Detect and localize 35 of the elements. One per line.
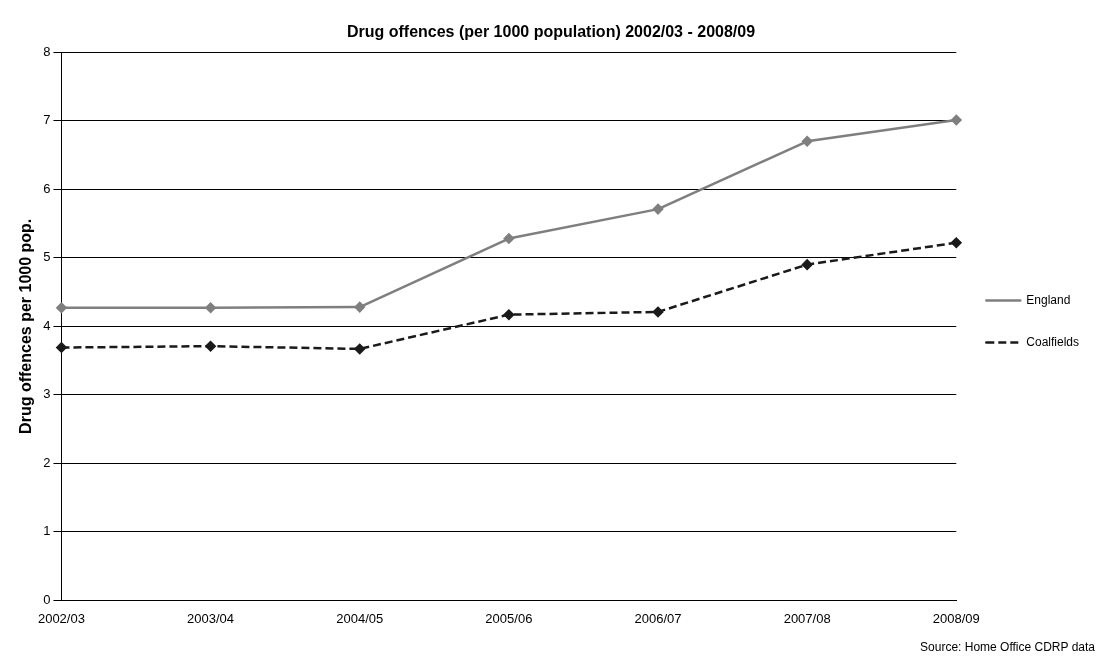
y-tick-label: 6 [43, 180, 51, 196]
point [652, 203, 664, 215]
y-tick-label: 5 [43, 249, 51, 265]
point [354, 343, 365, 355]
x-tick-label: 2004/05 [336, 610, 384, 626]
source-note: Source: Home Office CDRP data [920, 640, 1096, 655]
legend-label: Coalfields [1026, 334, 1080, 349]
y-tick-label: 7 [43, 112, 51, 128]
point [205, 340, 216, 352]
y-tick-label: 1 [43, 523, 51, 539]
point [801, 136, 813, 147]
x-tick-label: 2006/07 [634, 610, 682, 626]
point [951, 114, 962, 126]
y-tick-label: 2 [43, 454, 51, 470]
y-tick-label: 4 [43, 317, 51, 333]
chart-title: Drug offences (per 1000 population) 2002/03 - 2008/09 [346, 23, 756, 41]
x-tick-label: 2003/04 [187, 610, 235, 626]
x-tick-label: 2008/09 [932, 610, 980, 626]
x-tick-label: 2005/06 [485, 610, 533, 626]
point [801, 259, 813, 270]
y-tick-label: 0 [43, 591, 51, 607]
point [503, 309, 515, 320]
point [951, 237, 962, 248]
point [354, 301, 365, 313]
point [503, 233, 515, 244]
y-axis-title: Drug offences per 1000 pop. [17, 218, 35, 434]
legend-label: England [1026, 292, 1071, 307]
y-tick-label: 8 [43, 43, 51, 59]
point [56, 342, 67, 353]
point [56, 302, 67, 314]
x-tick-label: 2002/03 [37, 610, 85, 626]
point [652, 306, 664, 318]
y-tick-label: 3 [43, 386, 51, 402]
point [205, 302, 216, 314]
x-tick-label: 2007/08 [783, 610, 831, 626]
